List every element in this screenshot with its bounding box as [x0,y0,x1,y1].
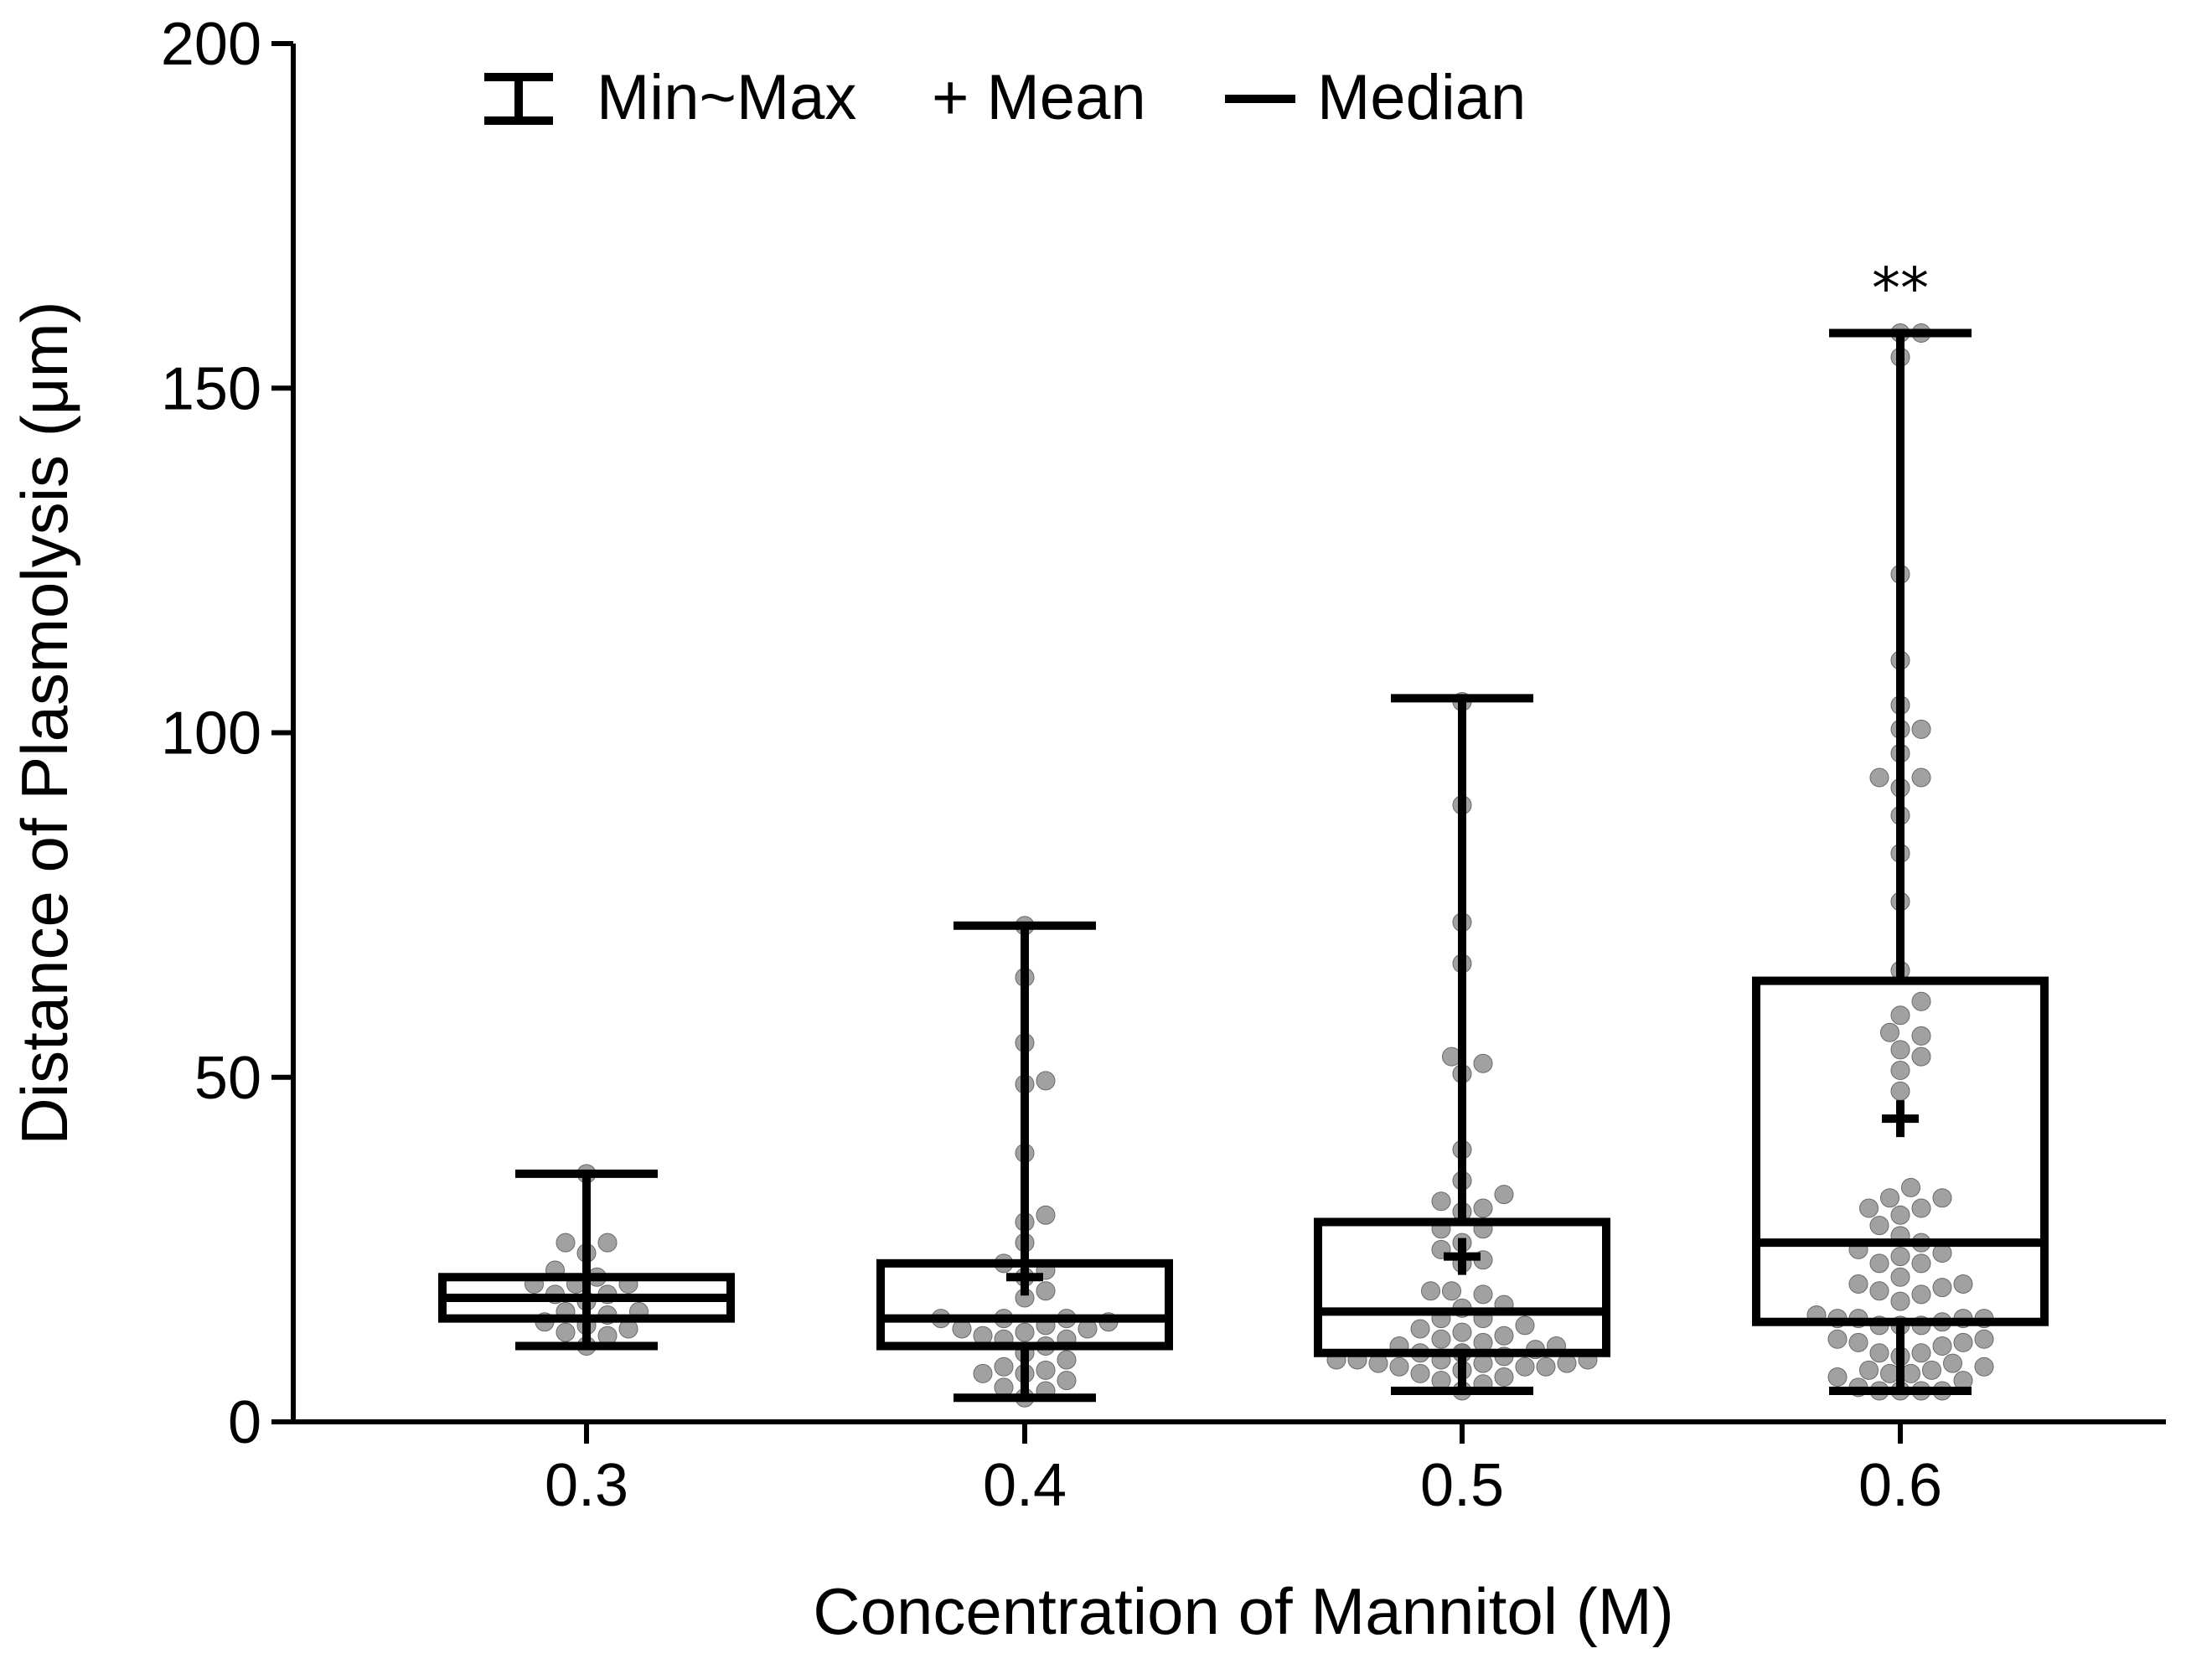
data-point [1880,1022,1899,1042]
data-point [1890,1247,1910,1267]
data-point [1036,1360,1056,1380]
data-point [1036,1205,1056,1225]
data-point [1848,1332,1868,1352]
data-point [1890,1005,1910,1026]
data-point [1410,1363,1430,1383]
data-point [1515,1357,1535,1377]
y-axis-title: Distance of Plasmolysis (μm) [8,301,81,1145]
x-tick-label: 0.5 [1420,1452,1504,1519]
data-point [1953,1274,1973,1294]
data-point [1932,1278,1952,1298]
data-point [1901,1177,1920,1197]
x-tick-label: 0.6 [1858,1452,1942,1519]
data-point [1890,1205,1910,1225]
data-point [1890,1040,1910,1060]
data-point [1911,1284,1931,1305]
y-tick-label: 150 [161,355,261,422]
data-point [1473,1284,1493,1305]
legend-label-minmax: Min~Max [597,62,856,133]
data-point [1515,1315,1535,1336]
iqr-box [1314,1217,1610,1357]
data-point [1057,1371,1077,1391]
data-point [556,1322,576,1342]
data-point [1848,1274,1868,1294]
data-point [1974,1357,1994,1377]
data-point [1410,1319,1430,1339]
data-point [1473,1198,1493,1218]
box-group-0.3 [438,1164,735,1357]
data-point [1922,1360,1941,1380]
data-point [1911,1343,1931,1363]
data-point [1869,1343,1889,1363]
y-tick-label: 50 [194,1045,261,1112]
y-tick-label: 0 [228,1389,261,1456]
data-point [1911,1253,1931,1274]
data-point [1421,1281,1440,1301]
y-tick-label: 100 [161,700,261,767]
data-point [1911,1046,1931,1067]
data-point [1015,1322,1035,1342]
box-group-0.4 [876,916,1173,1408]
data-point [1911,719,1931,739]
data-point [1911,1026,1931,1046]
data-point [1442,1281,1461,1301]
data-point [1036,1281,1056,1301]
data-point [994,1357,1014,1377]
x-tick-label: 0.4 [983,1452,1067,1519]
data-point [1473,1053,1493,1073]
data-point [1431,1329,1451,1349]
data-point [556,1232,576,1253]
data-point [1932,1336,1952,1357]
y-axis: 0 50 100 150 200 [161,11,296,1456]
data-point [1890,1081,1910,1101]
data-point [1911,1198,1931,1218]
data-point [1869,1281,1889,1301]
data-point [1859,1360,1879,1380]
data-point [1880,1188,1899,1208]
data-point [1869,767,1889,788]
data-point [1890,1061,1910,1081]
data-point [1431,1191,1451,1212]
box-group-0.5 [1314,691,1610,1401]
data-point [1911,991,1931,1011]
y-tick-label: 200 [161,11,261,78]
x-axis: 0.3 0.4 0.5 0.6 [293,1419,2166,1519]
data-point [1389,1357,1409,1377]
data-point [1057,1350,1077,1370]
data-point [1536,1357,1556,1377]
data-point [1452,1322,1472,1342]
data-point [1869,1253,1889,1274]
data-point [1890,1291,1910,1311]
data-point [1953,1332,1973,1352]
data-point [1036,1071,1056,1091]
x-tick-label: 0.3 [545,1452,628,1519]
data-point [973,1363,993,1383]
data-point [1974,1329,1994,1349]
data-point [1932,1188,1952,1208]
box-group-0.6: ** [1752,256,2049,1401]
legend: Min~Max + Mean Median [484,62,1526,133]
data-point [1869,1216,1889,1236]
data-point [1827,1367,1848,1388]
significance-annotation: ** [1872,256,1929,322]
data-point [1494,1367,1514,1388]
data-point [597,1232,618,1253]
data-point [1859,1198,1879,1218]
plot-area: ** [438,256,2049,1408]
legend-minmax-symbol [484,73,553,125]
data-point [1827,1329,1848,1349]
legend-label-mean: + Mean [932,62,1146,133]
data-point [1890,1267,1910,1287]
data-point [1494,1185,1514,1205]
data-point [1943,1353,1962,1373]
data-point [1911,767,1931,788]
x-axis-title: Concentration of Mannitol (M) [813,1574,1673,1648]
data-point [1494,1326,1514,1346]
iqr-box [1752,976,2049,1326]
legend-label-median: Median [1317,62,1526,133]
